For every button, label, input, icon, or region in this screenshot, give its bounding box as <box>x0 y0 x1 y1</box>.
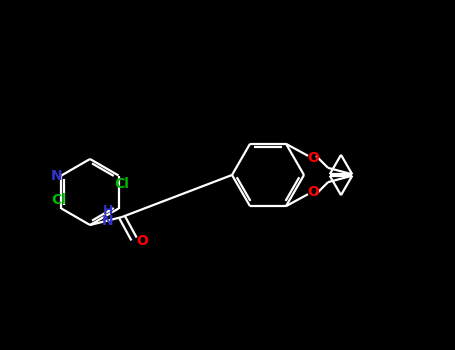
Text: Cl: Cl <box>51 193 66 206</box>
Text: O: O <box>136 234 148 248</box>
Text: N: N <box>51 168 62 182</box>
Text: Cl: Cl <box>114 177 129 191</box>
Text: N: N <box>102 214 114 228</box>
Text: H: H <box>103 204 113 217</box>
Text: O: O <box>307 151 319 165</box>
Text: O: O <box>307 185 319 199</box>
